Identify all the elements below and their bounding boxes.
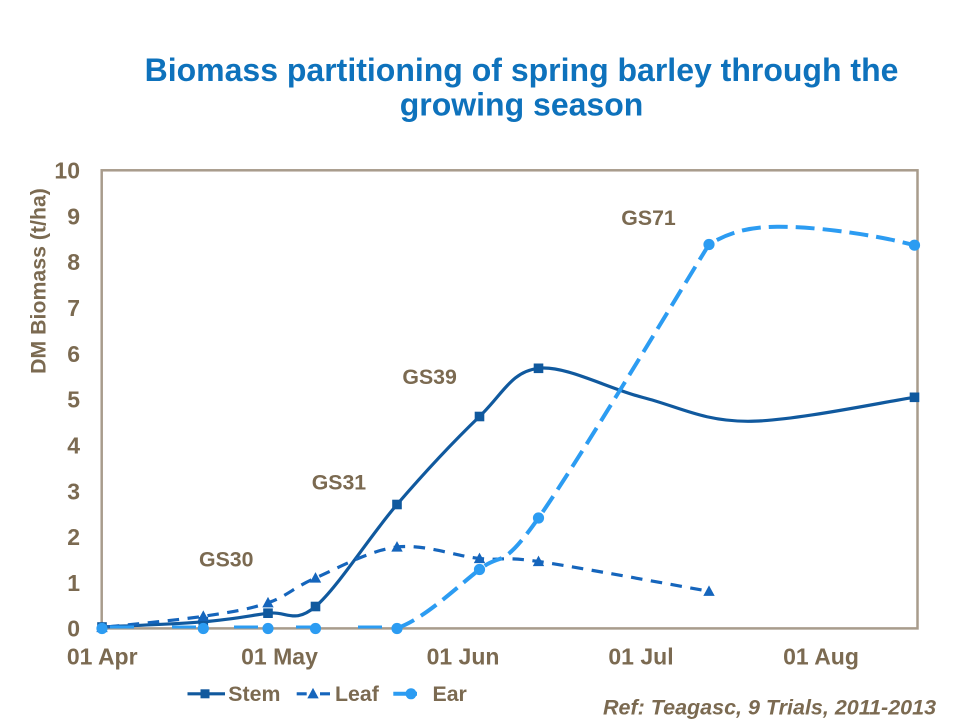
svg-text:01 Apr: 01 Apr <box>67 644 138 670</box>
svg-text:GS39: GS39 <box>402 365 457 389</box>
svg-text:01 May: 01 May <box>241 644 318 670</box>
svg-text:Ref: Teagasc, 9 Trials, 2011-2: Ref: Teagasc, 9 Trials, 2011-2013 <box>603 696 936 720</box>
svg-text:4: 4 <box>67 433 80 459</box>
svg-text:9: 9 <box>67 203 80 229</box>
svg-text:6: 6 <box>67 341 80 367</box>
svg-text:Leaf: Leaf <box>335 682 380 706</box>
svg-text:7: 7 <box>67 295 80 321</box>
svg-text:01 Jun: 01 Jun <box>427 644 500 670</box>
svg-text:0: 0 <box>67 616 80 642</box>
svg-text:Ear: Ear <box>433 682 467 706</box>
svg-text:Biomass partitioning of spring: Biomass partitioning of spring barley th… <box>145 52 899 88</box>
svg-text:Stem: Stem <box>228 682 280 706</box>
svg-text:DM Biomass (t/ha): DM Biomass (t/ha) <box>27 188 51 374</box>
svg-text:5: 5 <box>67 387 80 413</box>
svg-text:10: 10 <box>54 158 80 184</box>
svg-text:01 Aug: 01 Aug <box>783 644 859 670</box>
svg-text:2: 2 <box>67 524 80 550</box>
svg-text:GS30: GS30 <box>199 547 253 571</box>
svg-text:3: 3 <box>67 478 80 504</box>
svg-text:growing season: growing season <box>400 87 644 123</box>
svg-text:8: 8 <box>67 249 80 275</box>
svg-text:GS71: GS71 <box>621 206 676 230</box>
svg-text:1: 1 <box>67 570 80 596</box>
svg-text:01 Jul: 01 Jul <box>608 644 673 670</box>
svg-text:GS31: GS31 <box>312 471 367 495</box>
